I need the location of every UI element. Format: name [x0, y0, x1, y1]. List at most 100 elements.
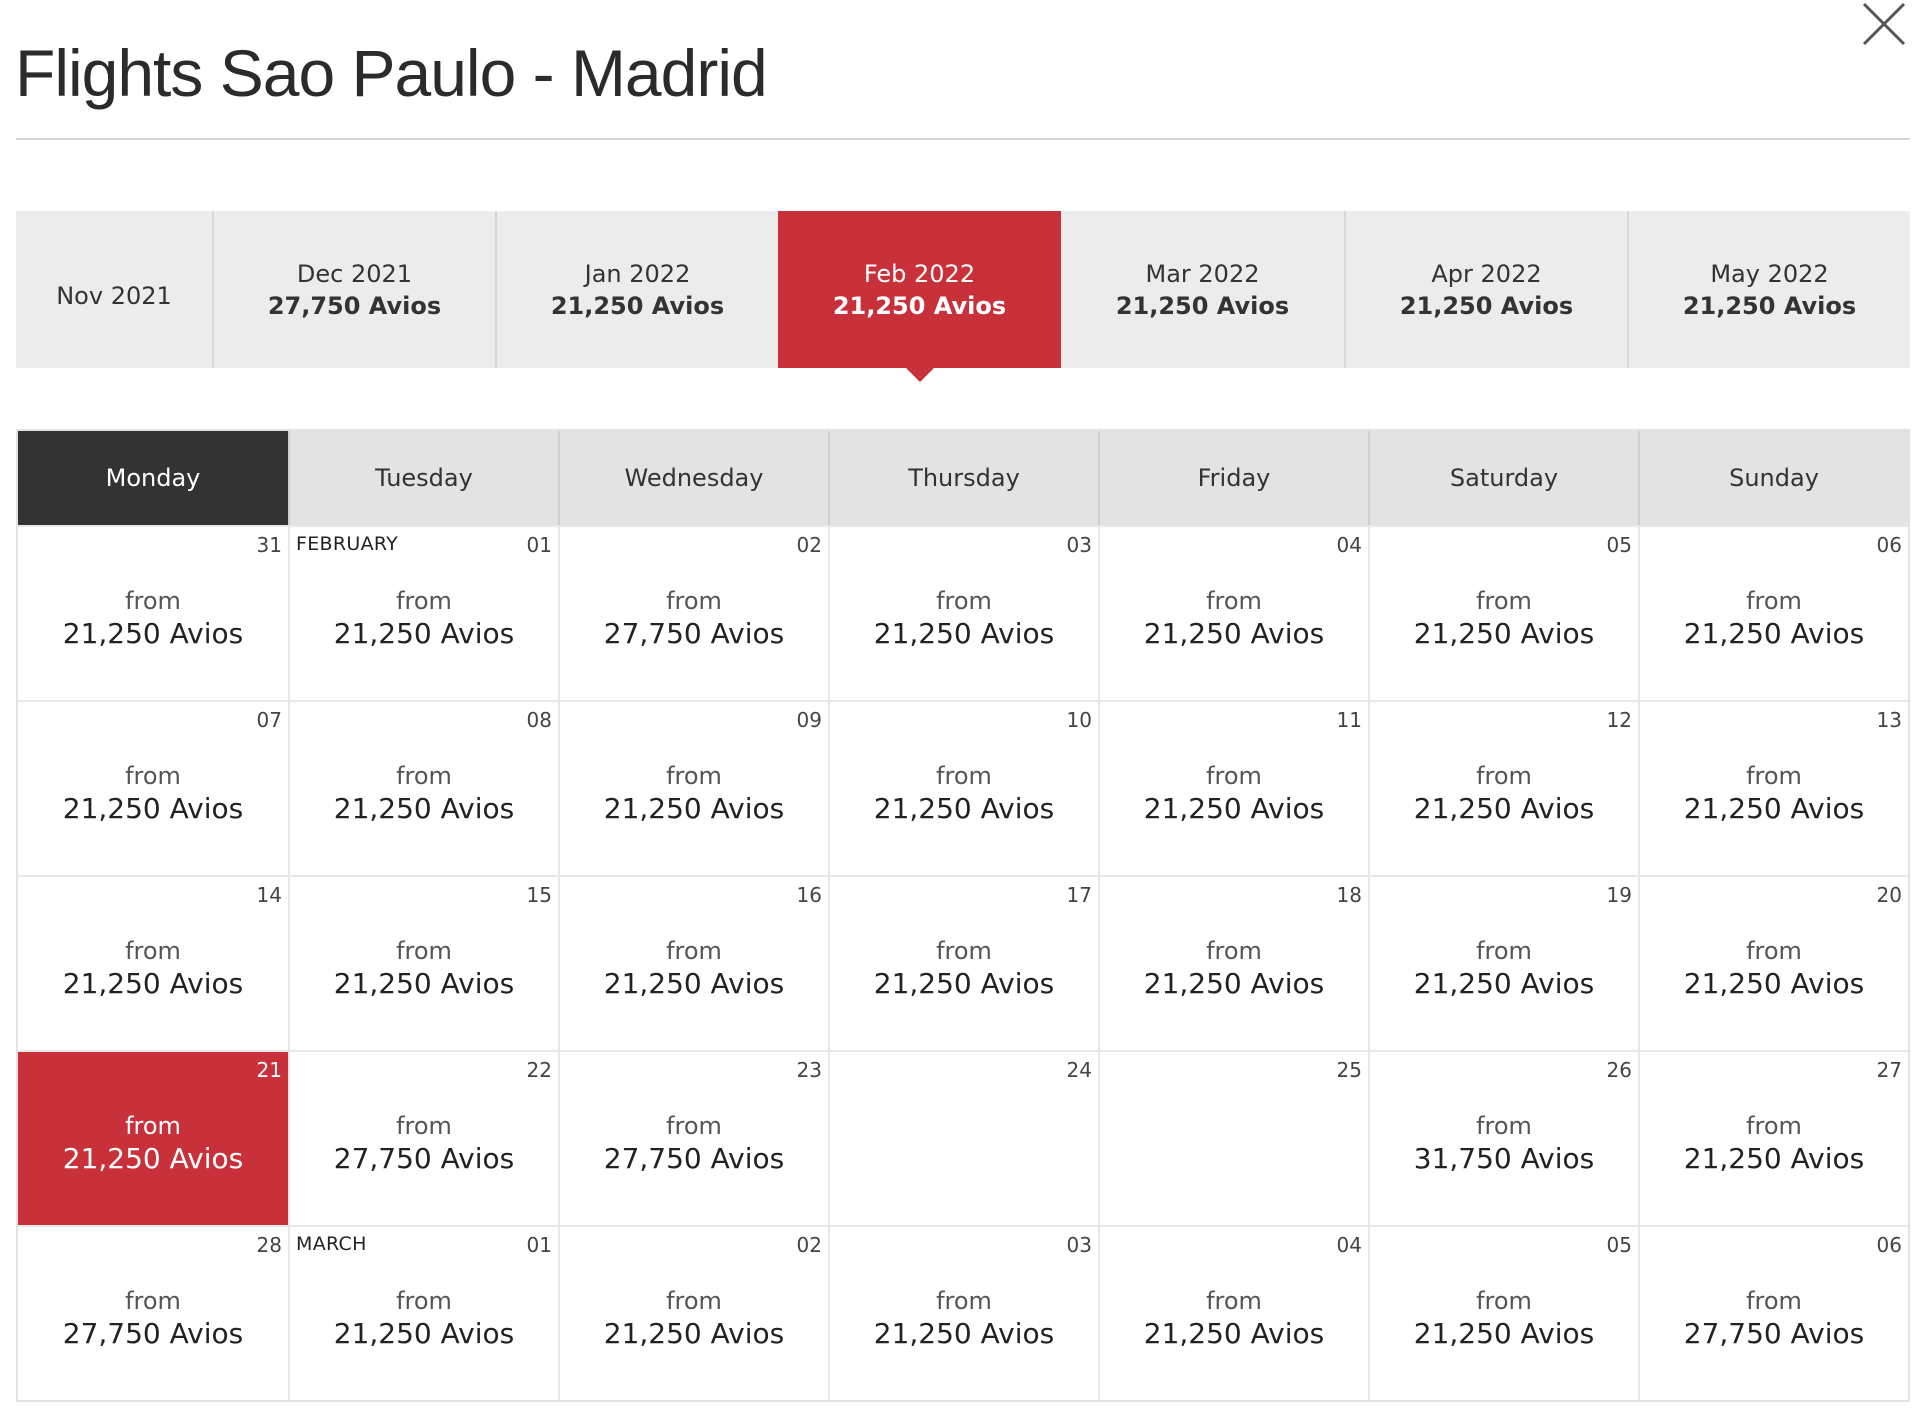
day-number: 19: [1606, 883, 1632, 907]
from-label: from: [1206, 587, 1262, 615]
day-price: 21,250 Avios: [1413, 617, 1595, 650]
from-label: from: [666, 1287, 722, 1315]
day-cell[interactable]: 18 from 21,250 Avios: [1098, 875, 1368, 1050]
day-price: 21,250 Avios: [603, 1317, 785, 1350]
weekday-header: Tuesday: [288, 431, 558, 525]
day-cell[interactable]: 20 from 21,250 Avios: [1638, 875, 1908, 1050]
day-cell[interactable]: 21 from 21,250 Avios: [18, 1050, 288, 1225]
day-number: 02: [796, 533, 822, 557]
weekday-header: Monday: [18, 431, 288, 525]
day-number: 14: [256, 883, 282, 907]
page-title: Flights Sao Paulo - Madrid: [15, 36, 768, 110]
month-tab[interactable]: Nov 2021: [16, 211, 212, 368]
day-price: 21,250 Avios: [1683, 617, 1865, 650]
day-cell[interactable]: 04 from 21,250 Avios: [1098, 525, 1368, 700]
day-cell[interactable]: 17 from 21,250 Avios: [828, 875, 1098, 1050]
day-cell[interactable]: 19 from 21,250 Avios: [1368, 875, 1638, 1050]
day-cell[interactable]: 25: [1098, 1050, 1368, 1225]
day-price: 21,250 Avios: [1143, 792, 1325, 825]
day-cell[interactable]: 16 from 21,250 Avios: [558, 875, 828, 1050]
from-label: from: [666, 587, 722, 615]
day-cell[interactable]: 13 from 21,250 Avios: [1638, 700, 1908, 875]
day-cell[interactable]: 11 from 21,250 Avios: [1098, 700, 1368, 875]
month-tab-label: May 2022: [1710, 259, 1829, 288]
day-price: 21,250 Avios: [62, 792, 244, 825]
day-number: 24: [1066, 1058, 1092, 1082]
close-button[interactable]: [1860, 0, 1916, 56]
day-cell[interactable]: 26 from 31,750 Avios: [1368, 1050, 1638, 1225]
month-tab[interactable]: Apr 2022 21,250 Avios: [1344, 211, 1627, 368]
day-number: 04: [1336, 533, 1362, 557]
month-tab[interactable]: Feb 2022 21,250 Avios: [778, 211, 1061, 382]
day-cell[interactable]: 08 from 21,250 Avios: [288, 700, 558, 875]
from-label: from: [125, 587, 181, 615]
from-label: from: [666, 762, 722, 790]
day-cell[interactable]: 09 from 21,250 Avios: [558, 700, 828, 875]
from-label: from: [396, 937, 452, 965]
day-number: 01: [526, 533, 552, 557]
day-number: 11: [1336, 708, 1362, 732]
calendar-week-row: 31 from 21,250 Avios FEBRUARY 01 from 21,250 A…: [18, 525, 1908, 700]
day-cell[interactable]: 03 from 21,250 Avios: [828, 1225, 1098, 1400]
day-cell[interactable]: 07 from 21,250 Avios: [18, 700, 288, 875]
day-cell[interactable]: 15 from 21,250 Avios: [288, 875, 558, 1050]
month-tab[interactable]: May 2022 21,250 Avios: [1627, 211, 1910, 368]
month-name-label: FEBRUARY: [296, 533, 399, 555]
day-number: 03: [1066, 533, 1092, 557]
from-label: from: [125, 1112, 181, 1140]
day-cell[interactable]: 14 from 21,250 Avios: [18, 875, 288, 1050]
from-label: from: [396, 587, 452, 615]
from-label: from: [125, 762, 181, 790]
day-cell[interactable]: 06 from 21,250 Avios: [1638, 525, 1908, 700]
day-number: 26: [1606, 1058, 1632, 1082]
day-price: 21,250 Avios: [1143, 967, 1325, 1000]
day-price: 21,250 Avios: [1143, 1317, 1325, 1350]
day-price: 27,750 Avios: [333, 1142, 515, 1175]
day-cell[interactable]: 05 from 21,250 Avios: [1368, 525, 1638, 700]
day-number: 09: [796, 708, 822, 732]
from-label: from: [1206, 1287, 1262, 1315]
from-label: from: [666, 1112, 722, 1140]
day-cell[interactable]: FEBRUARY 01 from 21,250 Avios: [288, 525, 558, 700]
from-label: from: [1746, 762, 1802, 790]
day-number: 07: [256, 708, 282, 732]
month-tab-price: 21,250 Avios: [1399, 291, 1574, 320]
from-label: from: [1476, 1112, 1532, 1140]
day-price: 21,250 Avios: [873, 967, 1055, 1000]
day-cell[interactable]: 31 from 21,250 Avios: [18, 525, 288, 700]
from-label: from: [1476, 762, 1532, 790]
day-cell[interactable]: 02 from 21,250 Avios: [558, 1225, 828, 1400]
day-number: 05: [1606, 1233, 1632, 1257]
day-price: 21,250 Avios: [1683, 967, 1865, 1000]
month-tab[interactable]: Jan 2022 21,250 Avios: [495, 211, 778, 368]
title-divider: [16, 138, 1910, 140]
from-label: from: [1206, 937, 1262, 965]
day-cell[interactable]: 02 from 27,750 Avios: [558, 525, 828, 700]
day-price: 21,250 Avios: [333, 617, 515, 650]
day-number: 04: [1336, 1233, 1362, 1257]
day-cell[interactable]: 03 from 21,250 Avios: [828, 525, 1098, 700]
day-cell[interactable]: 27 from 21,250 Avios: [1638, 1050, 1908, 1225]
day-price: 21,250 Avios: [62, 1142, 244, 1175]
day-cell[interactable]: MARCH 01 from 21,250 Avios: [288, 1225, 558, 1400]
month-tab-label: Feb 2022: [863, 259, 976, 288]
day-number: 06: [1876, 533, 1902, 557]
from-label: from: [1476, 937, 1532, 965]
day-cell[interactable]: 10 from 21,250 Avios: [828, 700, 1098, 875]
month-tab-price: 27,750 Avios: [267, 291, 442, 320]
day-cell[interactable]: 28 from 27,750 Avios: [18, 1225, 288, 1400]
day-price: 21,250 Avios: [873, 617, 1055, 650]
month-tab[interactable]: Dec 2021 27,750 Avios: [212, 211, 495, 368]
weekday-header: Wednesday: [558, 431, 828, 525]
day-number: 13: [1876, 708, 1902, 732]
calendar-week-row: 14 from 21,250 Avios 15 from 21,250 Avios 16 fr…: [18, 875, 1908, 1050]
day-cell[interactable]: 24: [828, 1050, 1098, 1225]
month-tab[interactable]: Mar 2022 21,250 Avios: [1061, 211, 1344, 368]
month-tab-price: 21,250 Avios: [550, 291, 725, 320]
day-cell[interactable]: 06 from 27,750 Avios: [1638, 1225, 1908, 1400]
day-cell[interactable]: 23 from 27,750 Avios: [558, 1050, 828, 1225]
day-cell[interactable]: 22 from 27,750 Avios: [288, 1050, 558, 1225]
day-cell[interactable]: 12 from 21,250 Avios: [1368, 700, 1638, 875]
day-cell[interactable]: 05 from 21,250 Avios: [1368, 1225, 1638, 1400]
day-cell[interactable]: 04 from 21,250 Avios: [1098, 1225, 1368, 1400]
